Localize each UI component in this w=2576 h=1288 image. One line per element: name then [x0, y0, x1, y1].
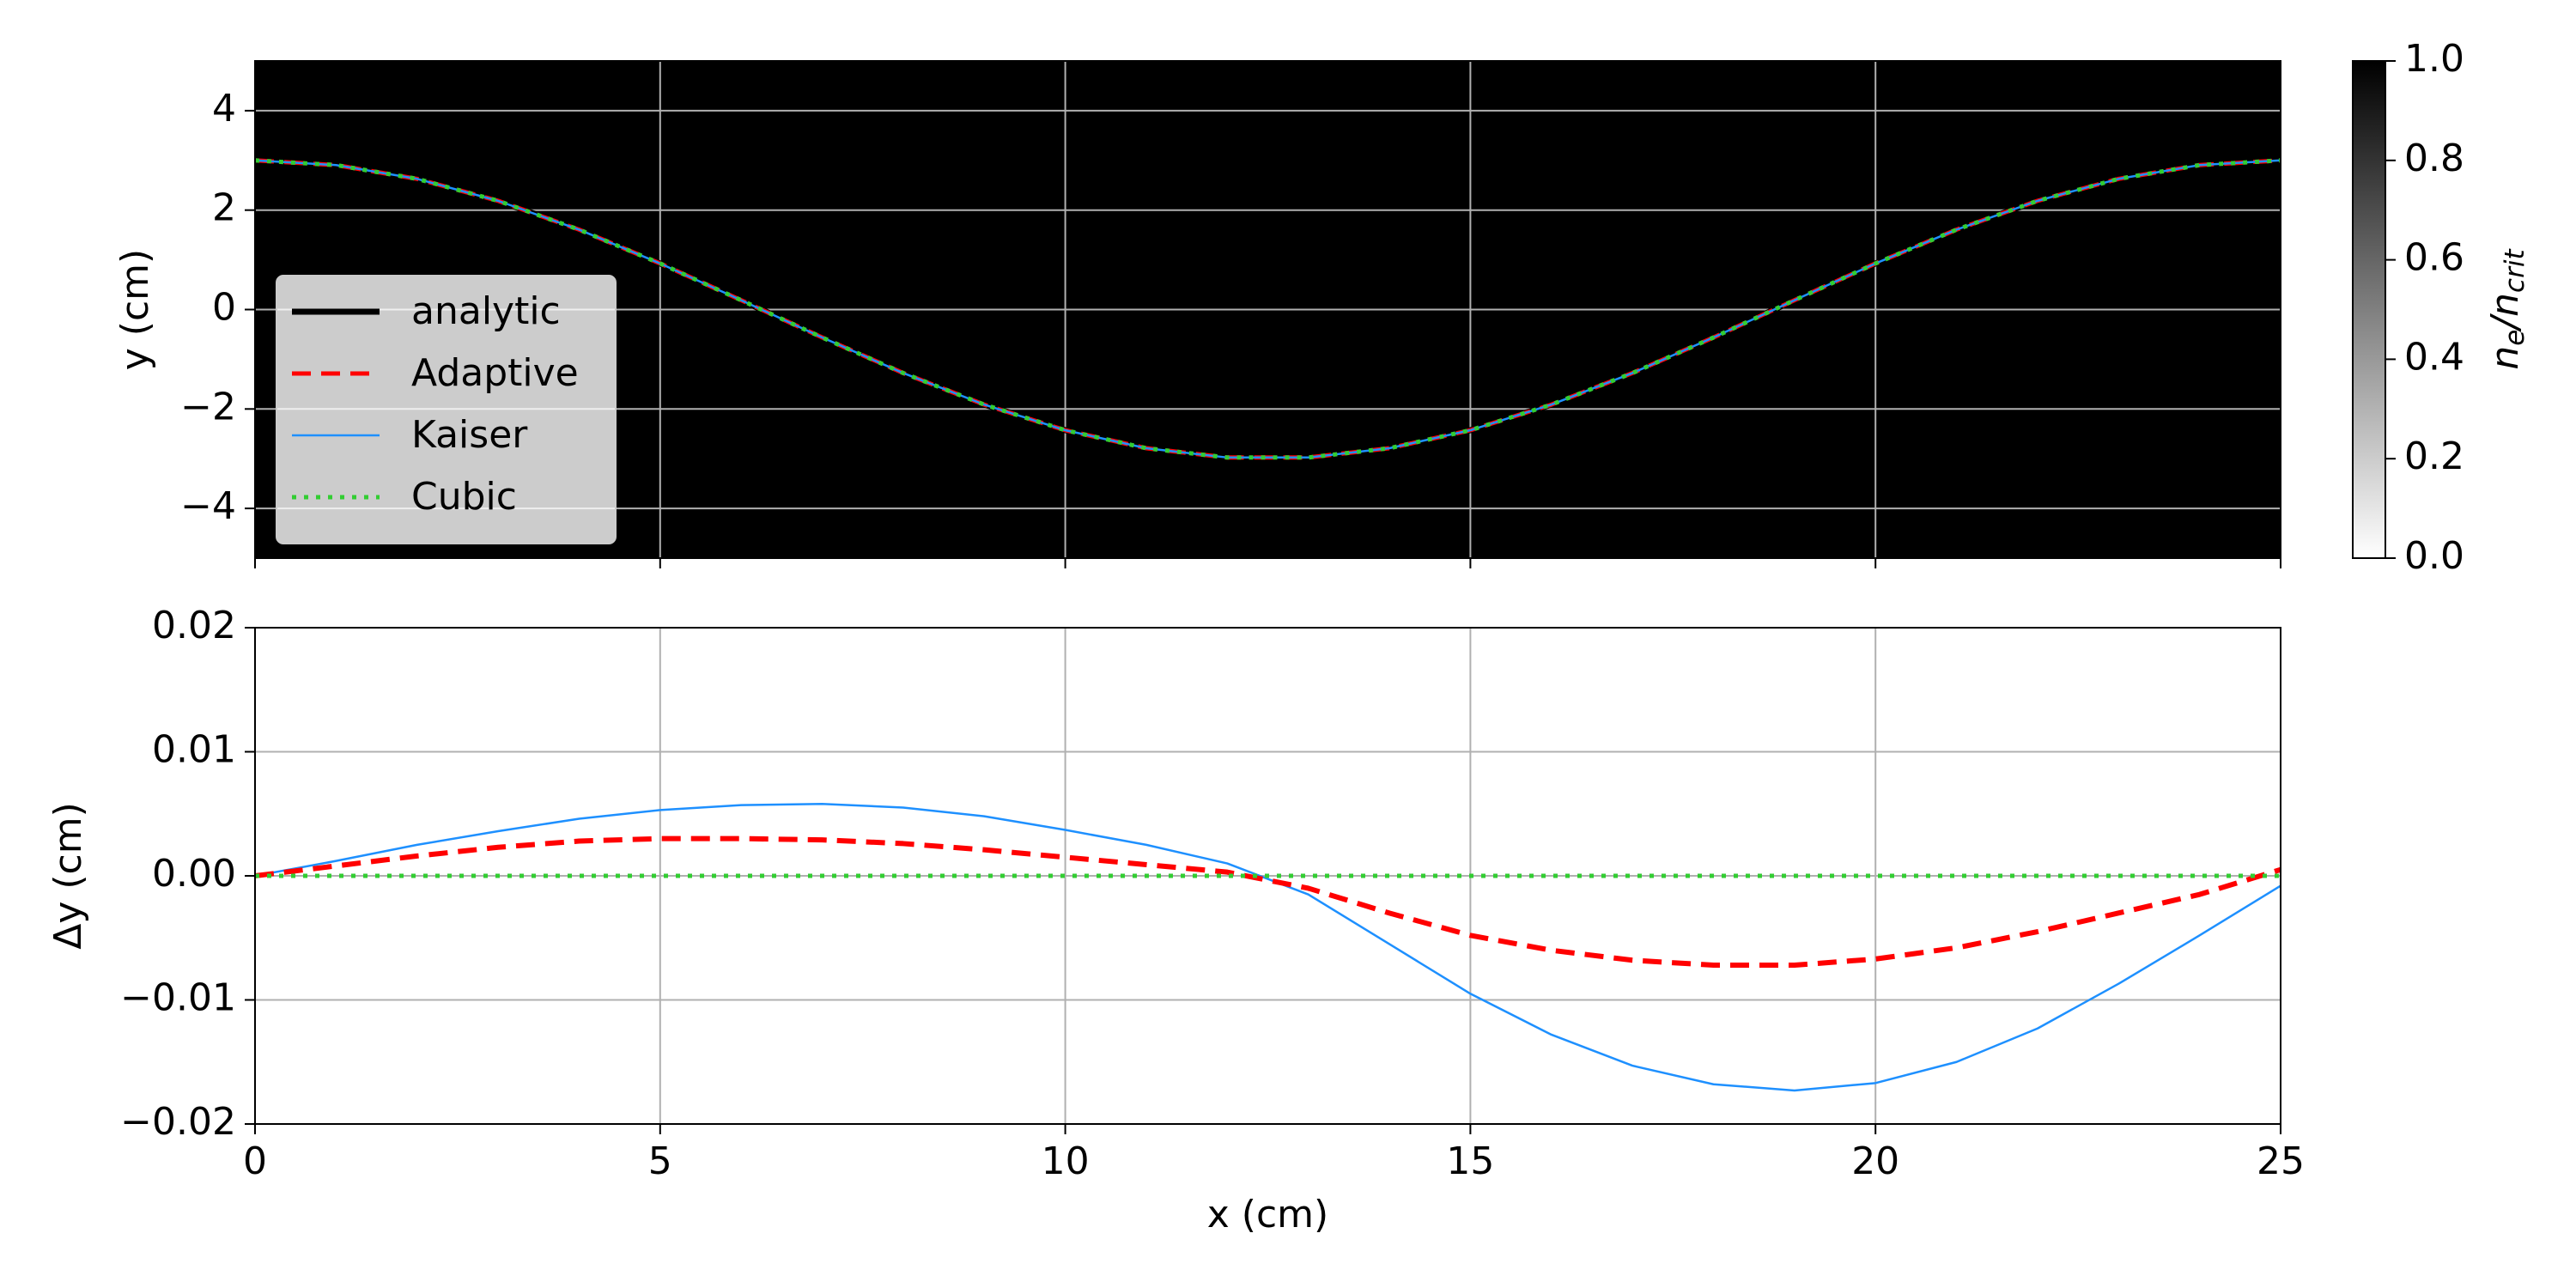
colorbar-label: ne/ncrit: [2483, 248, 2530, 370]
y-tick-label: −2: [180, 385, 236, 428]
legend-box: [276, 275, 617, 544]
y-tick-label: −0.01: [120, 976, 236, 1020]
colorbar-tick-label: 1.0: [2404, 37, 2464, 81]
y-tick-label: 0.01: [152, 728, 236, 772]
y-tick-label: 0.02: [152, 604, 236, 647]
x-tick-label: 20: [1851, 1139, 1899, 1183]
colorbar-label-part: /n: [2483, 293, 2527, 333]
colorbar-tick-label: 0.8: [2404, 137, 2464, 180]
series-line: [254, 835, 2281, 969]
x-tick-label: 0: [243, 1139, 267, 1183]
x-tick-label: 10: [1042, 1139, 1090, 1183]
colorbar-tick-label: 0.6: [2404, 236, 2464, 280]
axes-frame: [254, 627, 2281, 1125]
y-tick-label: 4: [212, 87, 236, 131]
legend-label: Kaiser: [411, 413, 528, 457]
x-tick-label: 15: [1446, 1139, 1494, 1183]
y-tick-label: 2: [212, 186, 236, 230]
y-tick-label: −0.02: [120, 1100, 236, 1144]
legend-label: analytic: [411, 289, 561, 333]
y-axis-label: y (cm): [113, 249, 157, 370]
series-line: [254, 802, 2281, 1092]
axes-frame: [254, 60, 2281, 559]
y-tick-label: −4: [180, 484, 236, 528]
legend-label: Cubic: [411, 475, 517, 519]
colorbar-tick-label: 0.2: [2404, 434, 2464, 478]
colorbar-label-part: crit: [2500, 248, 2530, 293]
colorbar-label-part: n: [2483, 346, 2527, 370]
y-tick-label: 0.00: [152, 852, 236, 896]
colorbar-tick-label: 0.4: [2404, 335, 2464, 379]
colorbar-label-part: e: [2500, 330, 2530, 346]
x-axis-label: x (cm): [1207, 1193, 1328, 1236]
colorbar: [2352, 60, 2386, 559]
x-tick-label: 25: [2257, 1139, 2305, 1183]
colorbar-tick-label: 0.0: [2404, 534, 2464, 578]
series-line: [254, 158, 2281, 460]
x-tick-label: 5: [648, 1139, 672, 1183]
legend-label: Adaptive: [411, 351, 579, 395]
y-axis-label: Δy (cm): [46, 802, 90, 950]
y-tick-label: 0: [212, 286, 236, 330]
